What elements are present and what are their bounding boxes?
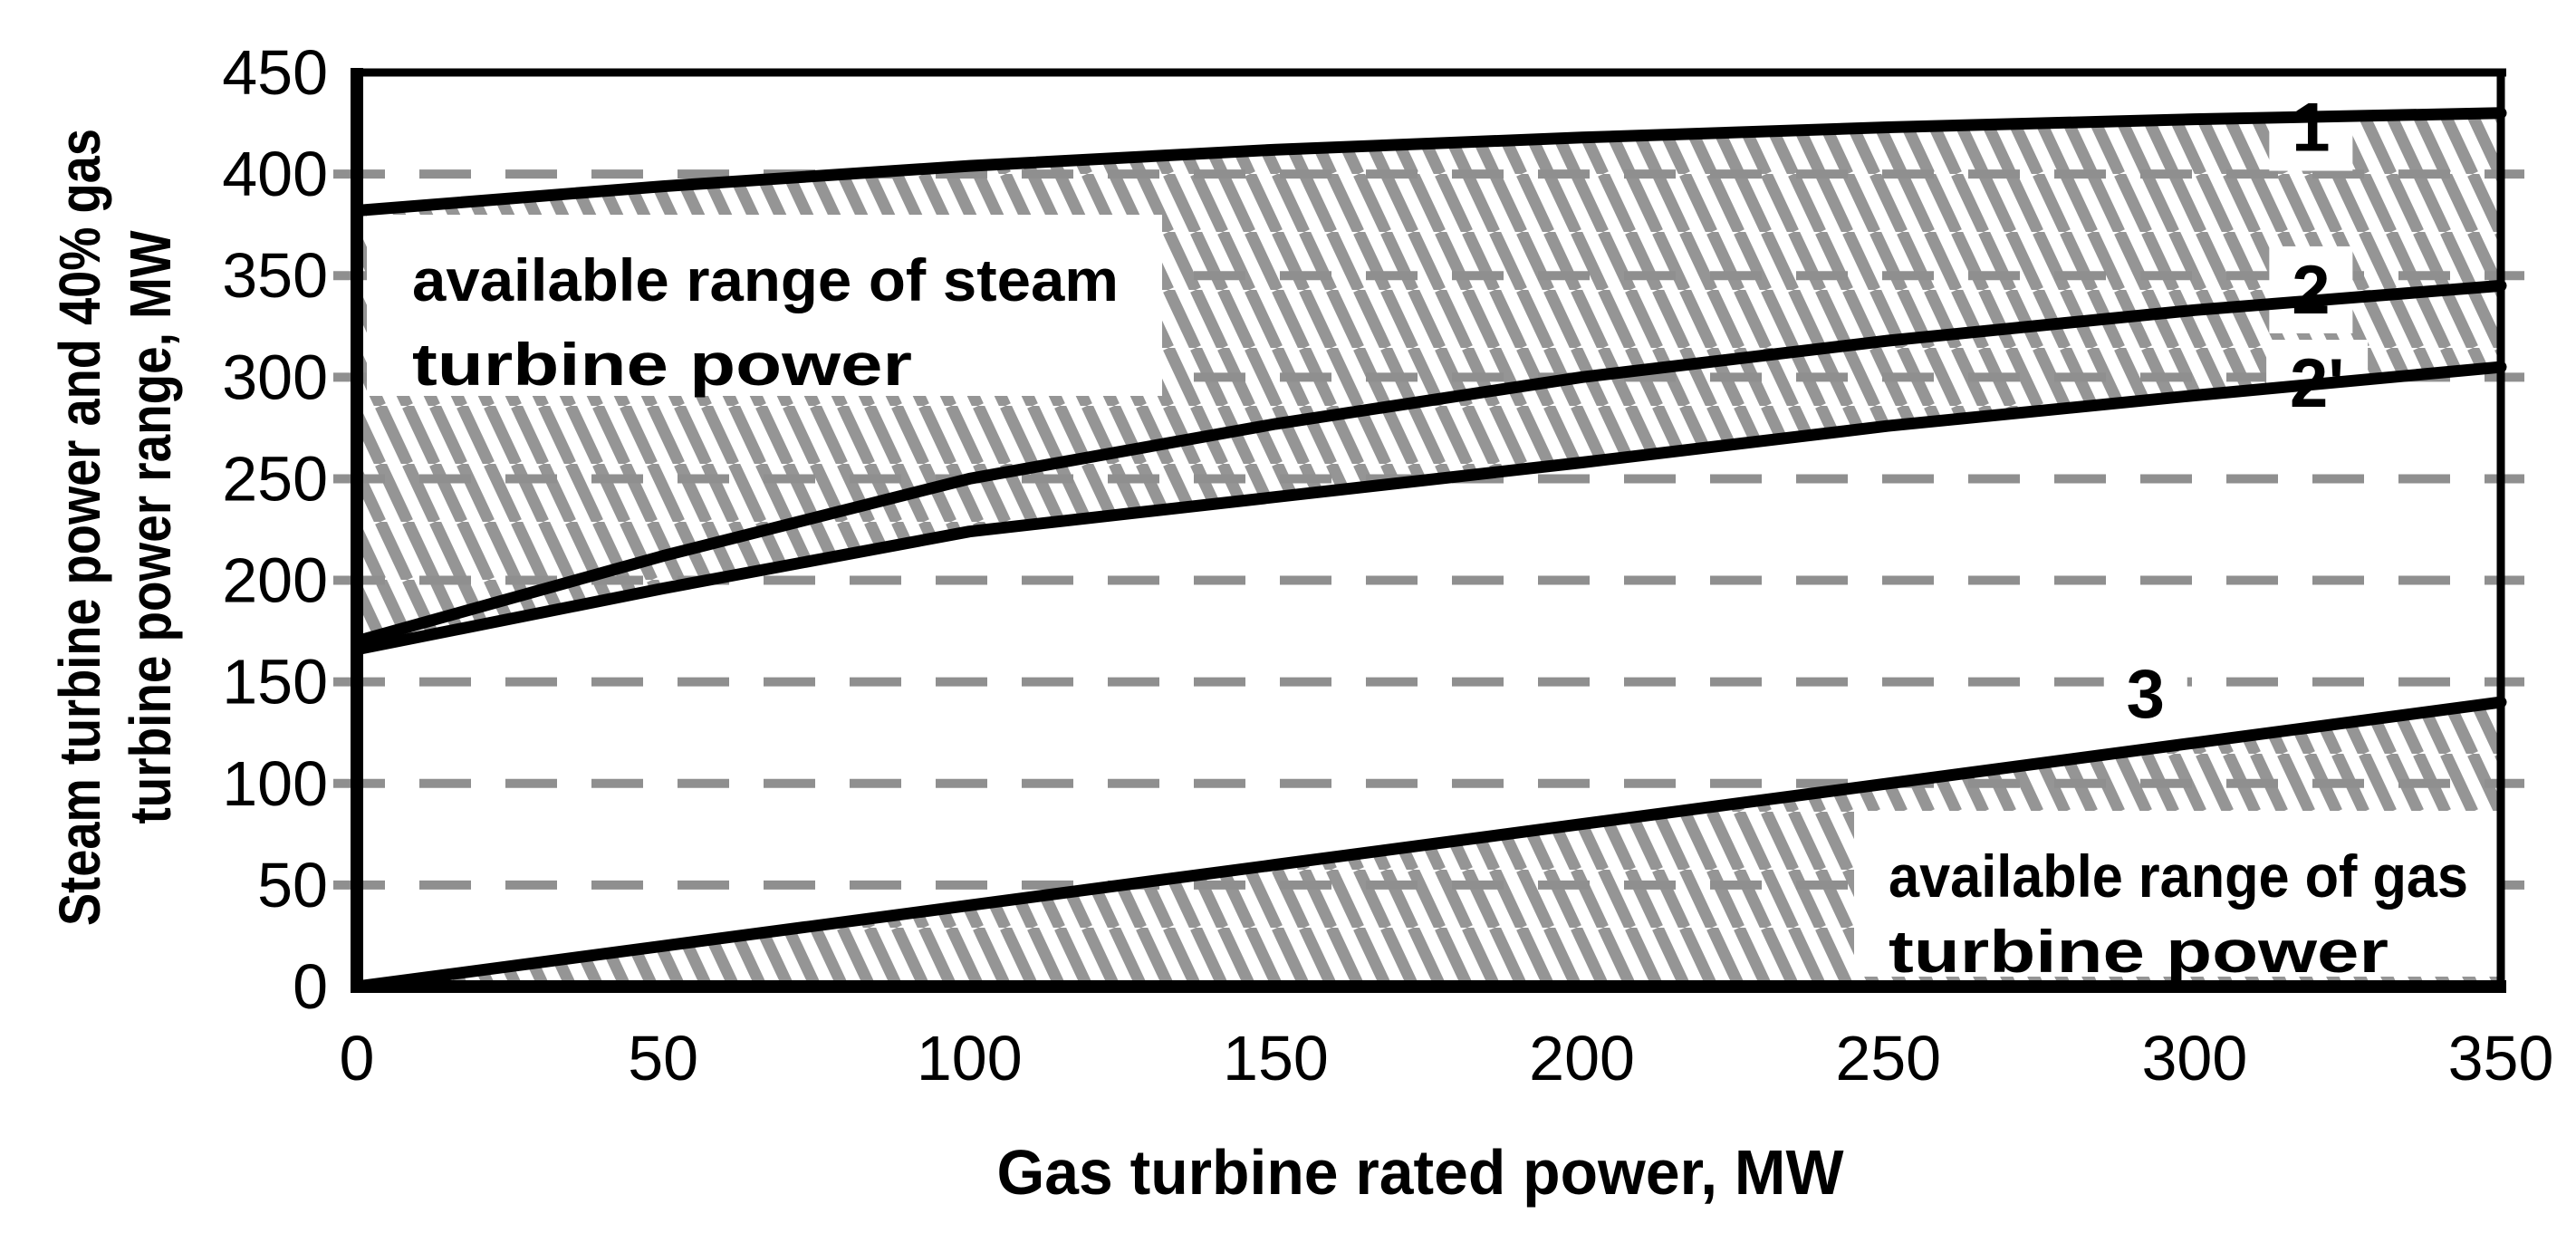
y-tick-label-450: 450 bbox=[222, 37, 328, 108]
x-tick-label-300: 300 bbox=[2141, 1023, 2247, 1093]
x-tick-label-200: 200 bbox=[1529, 1023, 1635, 1093]
y-tick-label-150: 150 bbox=[222, 647, 328, 718]
curve-label-halo-1 bbox=[2269, 83, 2353, 171]
y-tick-label-50: 50 bbox=[257, 850, 328, 920]
curve-label-3: 3 bbox=[2127, 656, 2165, 733]
x-tick-label-100: 100 bbox=[917, 1023, 1023, 1093]
curve-2prime bbox=[351, 361, 2507, 656]
curve-2 bbox=[351, 279, 2507, 648]
y-tick-label-350: 350 bbox=[222, 240, 328, 311]
x-tick-label-150: 150 bbox=[1223, 1023, 1329, 1093]
y-tick-label-0: 0 bbox=[293, 951, 328, 1022]
x-tick-label-50: 50 bbox=[628, 1023, 698, 1093]
steam-range-label-line2: turbine power bbox=[412, 331, 912, 398]
y-tick-label-300: 300 bbox=[222, 342, 328, 412]
curve-label-2': 2' bbox=[2290, 345, 2344, 422]
x-axis-title: Gas turbine rated power, MW bbox=[997, 1137, 1844, 1208]
curve-label-halo-3 bbox=[2103, 650, 2187, 738]
curve-1 bbox=[351, 107, 2507, 217]
curve-3 bbox=[351, 696, 2507, 993]
y-axis-title-line1: Steam turbine power and 40% gas bbox=[47, 129, 112, 926]
gas-range-label-box bbox=[1854, 811, 2497, 977]
gas-range-label-line2: turbine power bbox=[1889, 918, 2389, 985]
x-tick-label-250: 250 bbox=[1835, 1023, 1941, 1093]
y-tick-label-250: 250 bbox=[222, 443, 328, 514]
y-tick-label-400: 400 bbox=[222, 139, 328, 209]
x-tick-label-0: 0 bbox=[340, 1023, 375, 1093]
y-tick-label-100: 100 bbox=[222, 748, 328, 819]
x-tick-label-350: 350 bbox=[2448, 1023, 2554, 1093]
steam-range-label-box bbox=[367, 215, 1162, 396]
curve-label-halo-2 bbox=[2269, 246, 2353, 333]
y-axis-title-line2: turbine power range, MW bbox=[118, 230, 183, 824]
gas-range-label-line1: available range of gas bbox=[1889, 843, 2468, 910]
y-tick-label-200: 200 bbox=[222, 545, 328, 616]
curve-label-1: 1 bbox=[2292, 90, 2330, 167]
curve-label-2: 2 bbox=[2292, 252, 2330, 329]
steam-range-label-line1: available range of steam bbox=[412, 246, 1119, 313]
